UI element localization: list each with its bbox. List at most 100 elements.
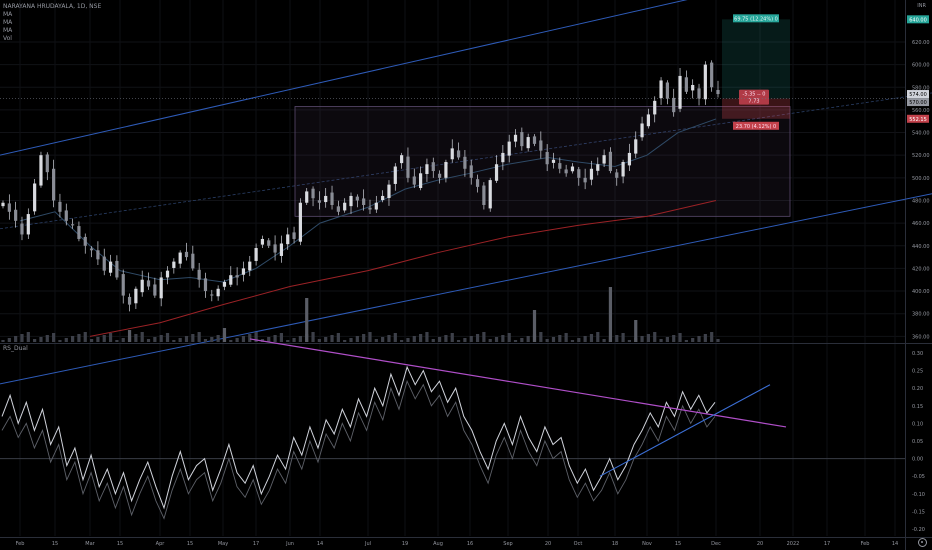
volume-bar	[127, 330, 132, 342]
candle-body	[146, 280, 151, 287]
candle-body	[646, 114, 650, 127]
price-axis[interactable]: 620.00 600.00 580.00 560.00 540.00 520.00 500.…	[912, 40, 930, 340]
candle-body	[184, 251, 189, 258]
candle-body	[627, 152, 632, 166]
target-label: 69.75 (12.24%) 0	[734, 16, 778, 22]
price-tick-label: 580.00	[912, 85, 930, 91]
volume-bar	[532, 310, 537, 342]
volume-bar	[248, 334, 252, 342]
volume-bar	[324, 337, 328, 342]
time-tick-label: Jul	[364, 541, 371, 547]
volume-bar	[494, 337, 499, 342]
volume-bar	[368, 332, 372, 342]
volume-bar	[39, 337, 43, 342]
price-tick-label: 400.00	[912, 289, 930, 295]
stop-price-tag: 552.15	[909, 117, 927, 123]
channel-lower-line	[0, 193, 932, 385]
candle-body	[532, 136, 537, 144]
consolidation-box[interactable]	[294, 106, 791, 217]
candle-body	[20, 223, 24, 235]
volume-bar	[374, 339, 378, 342]
volume-bar	[672, 335, 676, 342]
volume-bar	[393, 333, 397, 342]
time-tick-label: Feb	[16, 541, 25, 547]
candle-body	[545, 152, 549, 165]
last-price-tag-box	[907, 90, 929, 99]
candle-body	[191, 253, 195, 269]
rsi-axis[interactable]: 0.30 0.25 0.20 0.15 0.10 0.05 0.00 -0.05 -0.10 -0…	[912, 351, 925, 533]
rsi-tick-label: 0.20	[912, 386, 923, 392]
candle-body	[621, 161, 625, 177]
candle-body	[393, 166, 397, 184]
volume-bar	[646, 334, 650, 342]
volume-bar	[241, 336, 246, 342]
candle-body	[71, 224, 75, 226]
time-tick-label: Apr	[156, 541, 166, 547]
volume-bar	[286, 340, 290, 342]
time-axis[interactable]: Feb 15 Mar 15 Apr 15 May 17 Jun 14 Jul 19 Aug 16 Sep 20…	[16, 541, 899, 547]
candle-body	[210, 294, 214, 296]
volume-bar	[203, 339, 208, 342]
volume-bar	[551, 337, 556, 342]
volume-bar	[437, 337, 442, 342]
time-tick-label: Aug	[433, 541, 443, 547]
ma-legend-1[interactable]: MA	[3, 11, 13, 18]
volume-bar	[115, 340, 119, 342]
volume-bar	[716, 339, 720, 342]
ma-legend-2[interactable]: MA	[3, 19, 13, 26]
volume-bars	[1, 287, 720, 342]
candle-body	[305, 191, 309, 203]
candle-body	[419, 173, 423, 189]
volume-bar	[229, 340, 233, 342]
volume-bar	[482, 332, 486, 342]
rsi-legend[interactable]: RS_Dual	[3, 345, 28, 352]
volume-bar	[254, 332, 258, 342]
volume-bar	[475, 334, 480, 342]
volume-bar	[298, 336, 302, 342]
candle-body	[577, 169, 581, 178]
candle-body	[26, 214, 30, 235]
candle-body	[381, 195, 385, 201]
candle-body	[115, 260, 119, 278]
candle-body	[672, 97, 676, 113]
candle-body	[437, 173, 442, 178]
price-tick-label: 460.00	[912, 221, 930, 227]
long-position-tool[interactable]: 69.75 (12.24%) 0 -5.35 -- 07.73 23.70 (4.1…	[0, 14, 905, 130]
volume-bar	[267, 337, 271, 342]
candle-body	[425, 164, 429, 174]
ma-legend-3[interactable]: MA	[3, 27, 13, 34]
candle-body	[507, 141, 511, 156]
time-tick-label: 15	[52, 541, 58, 547]
price-tick-label: 440.00	[912, 244, 930, 250]
candle-body	[368, 207, 372, 210]
gear-icon[interactable]	[918, 538, 927, 547]
vol-legend[interactable]: Vol	[3, 35, 12, 42]
candle-body	[463, 156, 467, 169]
candle-body	[58, 201, 62, 212]
candle-body	[551, 159, 556, 163]
volume-bar	[140, 332, 144, 342]
volume-bar	[621, 333, 625, 342]
volume-bar	[431, 339, 435, 342]
volume-bar	[387, 335, 391, 342]
rsi-main-line	[1, 365, 716, 510]
candle-body	[659, 80, 663, 99]
time-tick-label: 15	[187, 541, 193, 547]
stop-zone	[722, 98, 790, 119]
volume-bar	[349, 338, 353, 342]
price-tick-label: 520.00	[912, 153, 930, 159]
time-tick-label: 14	[892, 541, 898, 547]
candle-body	[520, 132, 524, 147]
stop-label: 23.70 (4.12%) 0	[736, 124, 776, 130]
candle-body	[77, 226, 81, 239]
rsi-tick-label: 0.05	[912, 439, 923, 445]
symbol-title[interactable]: NARAYANA HRUDAYALA, 1D, NSE	[3, 3, 102, 10]
candlesticks[interactable]	[1, 60, 720, 312]
rs-dual-pane[interactable]	[1, 338, 787, 520]
candle-body	[108, 261, 113, 273]
candle-body	[387, 184, 391, 198]
volume-bar	[121, 338, 125, 342]
volume-bar	[412, 336, 416, 342]
volume-bar	[102, 335, 106, 342]
